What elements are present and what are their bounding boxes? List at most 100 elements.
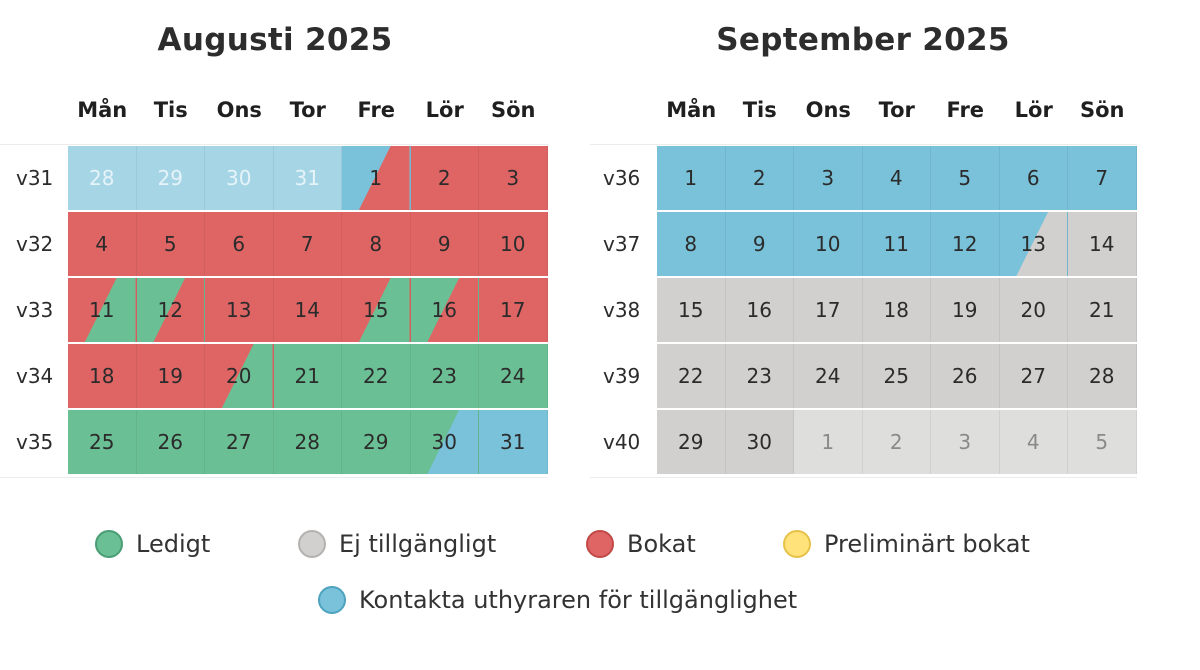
day-cell[interactable]: 18 — [68, 344, 137, 408]
day-cell[interactable]: 26 — [931, 344, 1000, 408]
day-cell[interactable]: 5 — [931, 146, 1000, 210]
day-cell[interactable]: 5 — [1068, 410, 1137, 474]
day-cell[interactable]: 1 — [342, 146, 411, 210]
day-cell[interactable]: 3 — [931, 410, 1000, 474]
day-number: 12 — [952, 232, 978, 256]
day-cell[interactable]: 12 — [931, 212, 1000, 276]
day-cell[interactable]: 31 — [479, 410, 548, 474]
day-cell[interactable]: 11 — [68, 278, 137, 342]
legend-label: Bokat — [627, 530, 696, 558]
day-cell[interactable]: 28 — [68, 146, 137, 210]
week-number: v31 — [16, 166, 54, 190]
weekday-label: Lör — [425, 98, 464, 122]
day-cell[interactable]: 6 — [205, 212, 274, 276]
day-cell[interactable]: 21 — [273, 344, 342, 408]
day-cell[interactable]: 17 — [479, 278, 548, 342]
day-number: 22 — [363, 364, 389, 388]
day-cell[interactable]: 6 — [999, 146, 1068, 210]
day-number: 2 — [889, 430, 903, 454]
day-cell[interactable]: 1 — [794, 410, 863, 474]
day-cell[interactable]: 7 — [273, 212, 342, 276]
day-number: 1 — [369, 166, 383, 190]
day-cell[interactable]: 23 — [410, 344, 479, 408]
day-cell[interactable]: 27 — [205, 410, 274, 474]
day-cell[interactable]: 8 — [342, 212, 411, 276]
weekday-label: Mån — [666, 98, 717, 122]
day-cell[interactable]: 14 — [1068, 212, 1137, 276]
day-cell[interactable]: 16 — [725, 278, 794, 342]
day-number: 28 — [89, 166, 115, 190]
day-cell[interactable]: 28 — [273, 410, 342, 474]
day-cell[interactable]: 16 — [410, 278, 479, 342]
legend-swatch-icon — [783, 530, 811, 558]
day-cell[interactable]: 15 — [342, 278, 411, 342]
day-cell[interactable]: 9 — [410, 212, 479, 276]
day-cell[interactable]: 2 — [725, 146, 794, 210]
day-cell[interactable]: 4 — [862, 146, 931, 210]
day-cell[interactable]: 13 — [999, 212, 1068, 276]
day-number: 4 — [889, 166, 903, 190]
day-number: 16 — [431, 298, 457, 322]
day-cell[interactable]: 29 — [342, 410, 411, 474]
day-cell[interactable]: 23 — [725, 344, 794, 408]
weekday-label: Sön — [1079, 98, 1125, 122]
day-number: 31 — [294, 166, 320, 190]
day-cell[interactable]: 5 — [136, 212, 205, 276]
day-cell[interactable]: 27 — [999, 344, 1068, 408]
day-cell[interactable]: 30 — [725, 410, 794, 474]
day-cell[interactable]: 4 — [999, 410, 1068, 474]
day-cell[interactable]: 25 — [862, 344, 931, 408]
day-number: 30 — [431, 430, 457, 454]
day-cell[interactable]: 21 — [1068, 278, 1137, 342]
day-number: 12 — [157, 298, 183, 322]
day-cell[interactable]: 26 — [136, 410, 205, 474]
day-cell[interactable]: 20 — [999, 278, 1068, 342]
day-cell[interactable]: 29 — [136, 146, 205, 210]
day-cell[interactable]: 19 — [931, 278, 1000, 342]
day-cell[interactable]: 14 — [273, 278, 342, 342]
day-cell[interactable]: 9 — [725, 212, 794, 276]
day-cell[interactable]: 8 — [657, 212, 726, 276]
day-cell[interactable]: 19 — [136, 344, 205, 408]
day-cell[interactable]: 12 — [136, 278, 205, 342]
day-number: 8 — [369, 232, 383, 256]
day-cell[interactable]: 31 — [273, 146, 342, 210]
day-cell[interactable]: 10 — [479, 212, 548, 276]
day-number: 30 — [226, 166, 252, 190]
day-number: 11 — [89, 298, 115, 322]
weekday-label: Fre — [357, 98, 396, 122]
day-cell[interactable]: 11 — [862, 212, 931, 276]
day-cell[interactable]: 2 — [410, 146, 479, 210]
day-cell[interactable]: 30 — [205, 146, 274, 210]
week-number: v34 — [16, 364, 54, 388]
day-cell[interactable]: 22 — [657, 344, 726, 408]
day-cell[interactable]: 3 — [794, 146, 863, 210]
day-cell[interactable]: 18 — [862, 278, 931, 342]
day-cell[interactable]: 13 — [205, 278, 274, 342]
day-number: 17 — [815, 298, 841, 322]
day-cell[interactable]: 22 — [342, 344, 411, 408]
day-cell[interactable]: 15 — [657, 278, 726, 342]
day-cell[interactable]: 10 — [794, 212, 863, 276]
week-number: v35 — [16, 430, 54, 454]
day-number: 5 — [1095, 430, 1109, 454]
day-cell[interactable]: 2 — [862, 410, 931, 474]
day-cell[interactable]: 1 — [657, 146, 726, 210]
day-cell[interactable]: 24 — [794, 344, 863, 408]
day-cell[interactable]: 25 — [68, 410, 137, 474]
day-cell[interactable]: 30 — [410, 410, 479, 474]
day-cell[interactable]: 7 — [1068, 146, 1137, 210]
day-cell[interactable]: 24 — [479, 344, 548, 408]
day-number: 5 — [958, 166, 972, 190]
day-cell[interactable]: 3 — [479, 146, 548, 210]
day-cell[interactable]: 20 — [205, 344, 274, 408]
day-number: 28 — [294, 430, 320, 454]
week-row: 28 29 30 31 1 2 3 — [68, 146, 548, 210]
day-cell[interactable]: 28 — [1068, 344, 1137, 408]
weekday-label: Sön — [490, 98, 536, 122]
day-cell[interactable]: 29 — [657, 410, 726, 474]
legend-swatch-icon — [298, 530, 326, 558]
day-cell[interactable]: 17 — [794, 278, 863, 342]
week-number: v36 — [603, 166, 641, 190]
day-cell[interactable]: 4 — [68, 212, 137, 276]
